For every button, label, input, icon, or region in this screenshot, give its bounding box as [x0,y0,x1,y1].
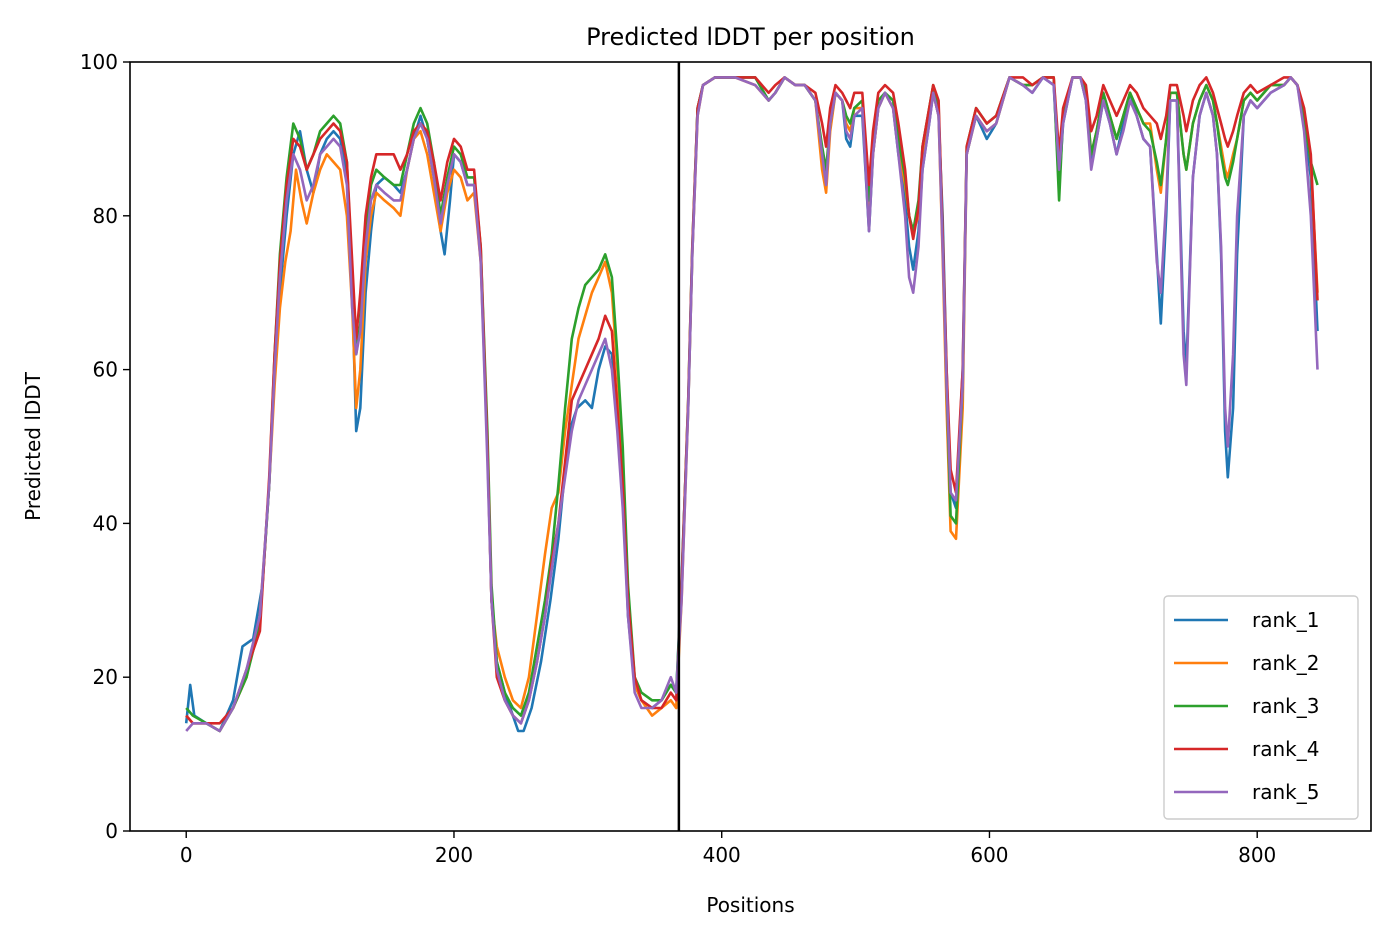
x-axis: 0 200 400 600 800 [180,831,1276,867]
x-tick-label: 800 [1238,843,1276,867]
x-tick-label: 0 [180,843,193,867]
series-line-rank_5 [185,76,1319,733]
y-tick-label: 20 [93,665,118,689]
x-axis-label: Positions [706,893,794,917]
legend: rank_1 rank_2 rank_3 rank_4 rank_5 [1163,595,1359,820]
legend-label-rank_4: rank_4 [1252,737,1319,761]
chart-title: Predicted lDDT per position [586,23,915,51]
y-tick-label: 0 [105,819,118,843]
x-tick-label: 400 [703,843,741,867]
legend-label-rank_3: rank_3 [1252,694,1319,718]
y-tick-label: 100 [80,50,118,74]
x-tick-label: 200 [435,843,473,867]
axes-frame [129,61,1372,832]
series-layer [184,76,1319,733]
legend-label-rank_2: rank_2 [1252,651,1319,675]
series-line-rank_2 [185,76,1319,733]
legend-label-rank_5: rank_5 [1252,780,1319,804]
x-tick-label: 600 [970,843,1008,867]
y-tick-label: 60 [93,358,118,382]
legend-box [1163,595,1359,820]
y-axis-label: Predicted lDDT [21,371,45,521]
legend-label-rank_1: rank_1 [1252,608,1319,632]
y-axis: 0 20 40 60 80 100 [80,50,130,843]
y-tick-label: 40 [93,511,118,535]
y-tick-label: 80 [93,204,118,228]
